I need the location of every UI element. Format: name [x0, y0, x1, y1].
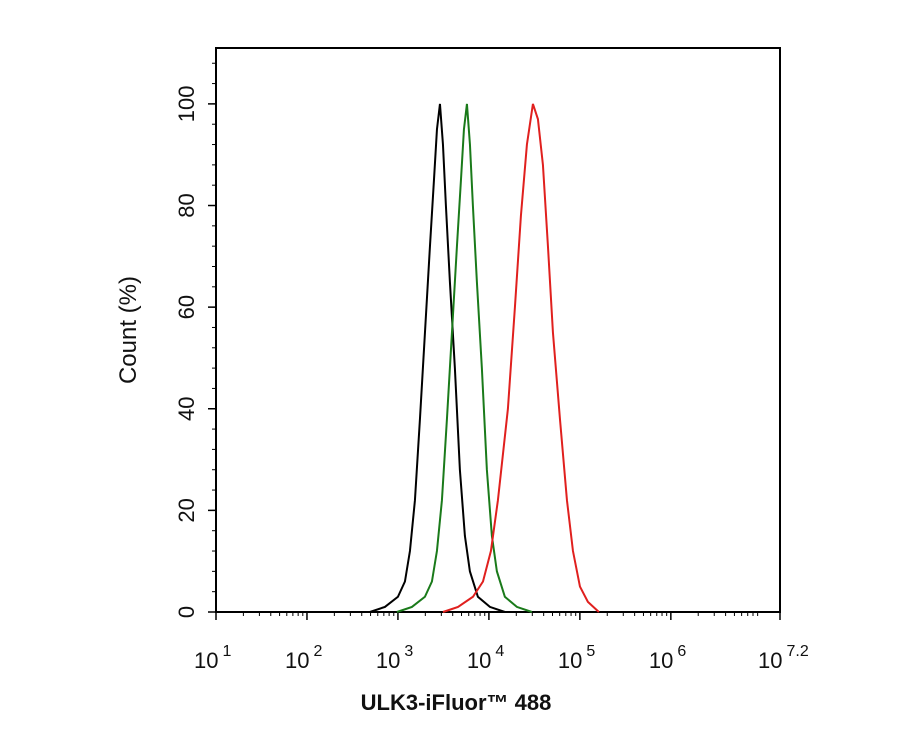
- y-axis-label: Count (%): [115, 276, 142, 384]
- x-tick-exponent: 6: [677, 643, 686, 660]
- x-tick-base: 10: [649, 648, 673, 673]
- y-tick-label: 80: [174, 193, 199, 217]
- plot-frame: [215, 47, 781, 613]
- x-tick-label: 10 2: [285, 643, 322, 673]
- x-tick-exponent: 7.2: [786, 643, 808, 660]
- histogram-line: [369, 103, 506, 613]
- x-tick-exponent: 4: [495, 643, 504, 660]
- x-tick-label: 10 5: [558, 643, 595, 673]
- x-tick-base: 10: [558, 648, 582, 673]
- x-tick-base: 10: [758, 648, 782, 673]
- histogram-line: [396, 103, 533, 613]
- x-tick-exponent: 5: [586, 643, 595, 660]
- x-tick-exponent: 2: [313, 643, 322, 660]
- x-tick-label: 10 1: [194, 643, 231, 673]
- x-tick-label: 10 6: [649, 643, 686, 673]
- histogram-line: [442, 103, 600, 613]
- y-tick-label: 40: [174, 397, 199, 421]
- x-tick-exponent: 3: [404, 643, 413, 660]
- y-tick-label: 100: [174, 86, 199, 123]
- x-tick-base: 10: [194, 648, 218, 673]
- x-tick-label: 10 4: [467, 643, 504, 673]
- x-tick-base: 10: [376, 648, 400, 673]
- x-tick-exponent: 1: [222, 643, 231, 660]
- x-axis-label: ULK3-iFluor™ 488: [361, 690, 552, 715]
- x-tick-base: 10: [467, 648, 491, 673]
- y-tick-label: 0: [174, 606, 199, 618]
- x-tick-label: 10 7.2: [758, 643, 809, 673]
- x-tick-base: 10: [285, 648, 309, 673]
- y-tick-label: 60: [174, 295, 199, 319]
- y-tick-label: 20: [174, 498, 199, 522]
- x-tick-label: 10 3: [376, 643, 413, 673]
